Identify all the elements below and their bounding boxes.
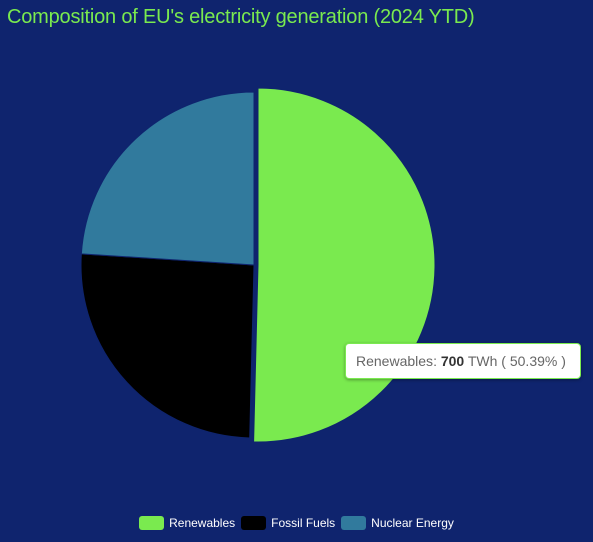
tooltip-unit: TWh (467, 353, 498, 369)
legend-label-fossil-fuels: Fossil Fuels (271, 516, 336, 530)
legend-swatch-nuclear-energy (341, 516, 367, 530)
chart-title: Composition of EU's electricity generati… (7, 6, 475, 28)
pie-slice-renewables[interactable] (253, 87, 436, 443)
tooltip-percent: 50.39% (509, 353, 558, 369)
legend: Renewables Fossil Fuels Nuclear Energy (0, 514, 593, 532)
pie-slice-nuclear-energy[interactable] (80, 91, 255, 266)
legend-item-fossil-fuels[interactable]: Fossil Fuels (241, 516, 335, 530)
legend-swatch-renewables (139, 516, 165, 530)
tooltip-label: Renewables (356, 353, 434, 369)
legend-item-nuclear-energy[interactable]: Nuclear Energy (341, 516, 454, 530)
tooltip-value: 700 (440, 353, 465, 369)
legend-swatch-fossil-fuels (241, 516, 267, 530)
pie-slice-fossil-fuels[interactable] (80, 253, 255, 439)
legend-label-nuclear-energy: Nuclear Energy (371, 516, 454, 530)
legend-label-renewables: Renewables (169, 516, 236, 530)
tooltip: Renewables: 700 TWh ( 50.39% ) (345, 343, 581, 379)
legend-item-renewables[interactable]: Renewables (139, 516, 235, 530)
